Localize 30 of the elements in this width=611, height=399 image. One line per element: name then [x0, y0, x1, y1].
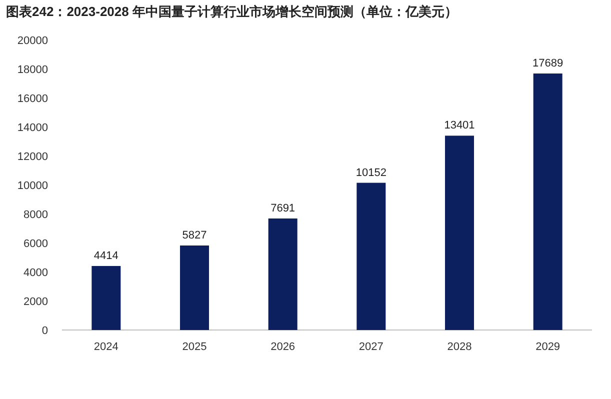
y-tick-label: 6000 [24, 238, 48, 250]
y-tick-label: 12000 [17, 151, 48, 163]
y-tick-label: 16000 [17, 93, 48, 105]
y-tick-label: 2000 [24, 296, 48, 308]
y-tick-label: 20000 [17, 35, 48, 47]
x-tick-label: 2025 [182, 341, 207, 353]
x-tick-label: 2026 [270, 341, 296, 353]
data-label: 7691 [270, 202, 296, 214]
chart-title: 图表242：2023-2028 年中国量子计算行业市场增长空间预测（单位：亿美元） [6, 4, 458, 19]
x-tick-label: 2028 [447, 341, 472, 353]
data-label: 13401 [444, 120, 475, 132]
x-tick-label: 2029 [536, 341, 560, 353]
bar [445, 136, 474, 330]
bar [533, 74, 562, 330]
x-tick-label: 2024 [94, 341, 118, 353]
data-label: 10152 [356, 166, 386, 179]
y-tick-label: 10000 [17, 180, 48, 192]
y-tick-label: 18000 [17, 64, 48, 76]
y-tick-label: 14000 [17, 122, 48, 134]
bar [180, 246, 209, 330]
bar [268, 218, 298, 330]
bar [92, 266, 121, 330]
x-tick-label: 2027 [358, 341, 384, 353]
y-tick-label: 4000 [24, 267, 48, 279]
bar [356, 182, 386, 330]
y-tick-label: 0 [42, 325, 48, 337]
data-label: 4414 [94, 250, 118, 262]
y-tick-label: 8000 [24, 209, 48, 221]
data-label: 17689 [532, 58, 564, 70]
data-label: 5827 [182, 230, 207, 242]
